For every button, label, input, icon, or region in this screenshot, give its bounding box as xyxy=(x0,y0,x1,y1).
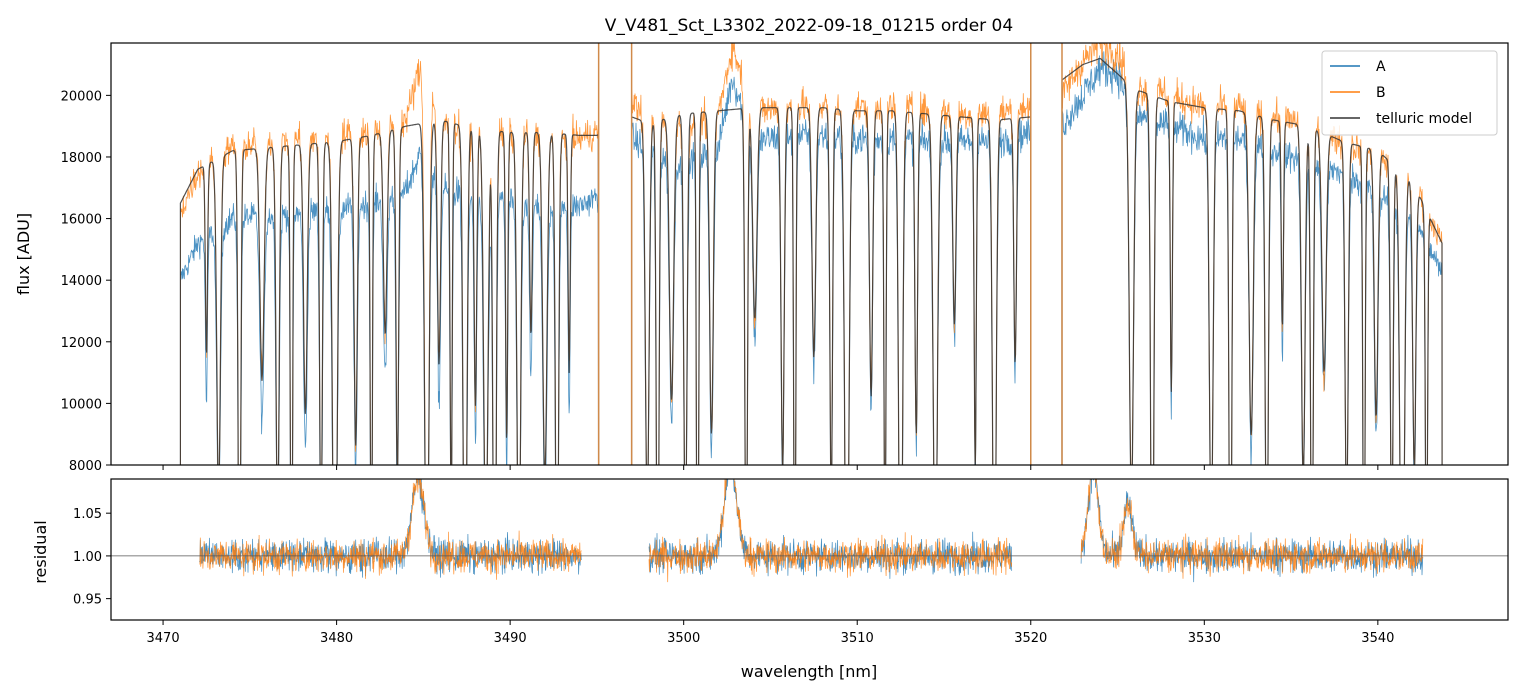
main-y-tick-label: 14000 xyxy=(61,274,102,289)
residual-axes-frame xyxy=(110,478,1509,621)
x-tick-label: 3490 xyxy=(494,631,527,646)
x-tick-label: 3510 xyxy=(841,631,874,646)
x-tick-label: 3520 xyxy=(1014,631,1047,646)
x-tick-label: 3470 xyxy=(147,631,180,646)
residual-plot-area xyxy=(111,479,1508,583)
residual-x-ticks: 3470 3480 3490 3500 3510 3520 3530 3540 xyxy=(147,620,1394,646)
x-tick-label: 3480 xyxy=(320,631,353,646)
x-axis-label: wavelength [nm] xyxy=(741,662,878,681)
x-tick-label: 3500 xyxy=(667,631,700,646)
chart-title: V_V481_Sct_L3302_2022-09-18_01215 order … xyxy=(605,16,1013,36)
main-y-tick-label: 10000 xyxy=(61,397,102,412)
main-x-ticks xyxy=(162,465,1379,470)
legend-label-telluric: telluric model xyxy=(1376,111,1472,127)
residual-y-tick-label: 1.00 xyxy=(73,550,102,565)
legend: A B telluric model xyxy=(1321,50,1498,136)
main-axes-frame xyxy=(110,42,1509,466)
main-y-tick-label: 20000 xyxy=(61,89,102,104)
x-tick-label: 3530 xyxy=(1188,631,1221,646)
main-panel: 8000 10000 12000 14000 16000 18000 20000 flux … xyxy=(14,42,1509,474)
x-tick-label: 3540 xyxy=(1361,631,1394,646)
main-y-axis-label: flux [ADU] xyxy=(14,213,33,295)
main-y-tick-label: 16000 xyxy=(61,213,102,228)
residual-y-ticks: 0.95 1.00 1.05 xyxy=(73,507,111,608)
main-plot-area xyxy=(179,43,1443,465)
legend-box xyxy=(1321,50,1498,136)
main-y-tick-label: 8000 xyxy=(69,459,102,474)
legend-label-a: A xyxy=(1376,59,1386,75)
main-y-ticks: 8000 10000 12000 14000 16000 18000 20000 xyxy=(61,89,111,474)
main-y-tick-label: 12000 xyxy=(61,336,102,351)
residual-y-tick-label: 0.95 xyxy=(73,593,102,608)
legend-label-b: B xyxy=(1376,85,1386,101)
residual-panel: 0.95 1.00 1.05 3470 3480 3490 3500 3510 3520 353… xyxy=(31,478,1509,681)
main-y-tick-label: 18000 xyxy=(61,151,102,166)
residual-y-axis-label: residual xyxy=(31,520,50,583)
residual-series-b xyxy=(199,479,1424,583)
series-telluric-model xyxy=(179,57,1443,465)
residual-y-tick-label: 1.05 xyxy=(73,507,102,522)
